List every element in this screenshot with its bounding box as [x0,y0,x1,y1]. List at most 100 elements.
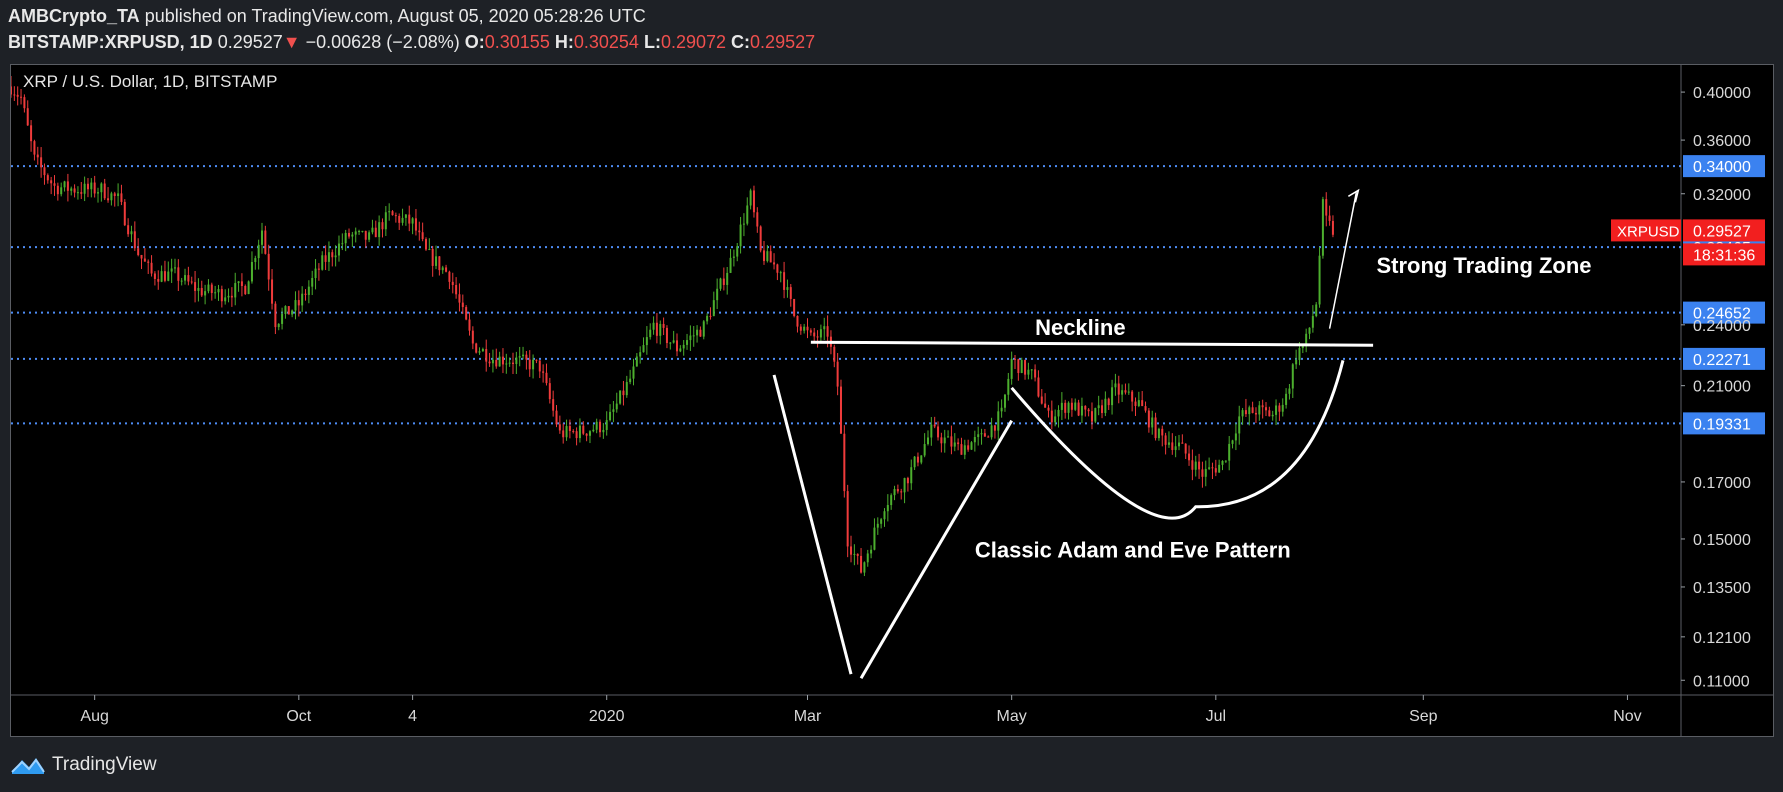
candle-body [776,264,779,273]
open-label: O: [464,32,485,52]
candle-body [1315,304,1318,317]
candle-body [287,306,290,315]
candle-body [602,429,605,433]
brand-label[interactable]: TradingView [52,754,157,775]
candle-body [883,511,886,520]
breakout-arrow-head [1347,188,1360,203]
candle-body [799,326,802,331]
candle-body [689,335,692,341]
candle-body [73,188,76,193]
candle-body [120,193,123,202]
level-label-bg [1683,347,1765,370]
high-label: H: [554,32,574,52]
down-arrow-icon: ▼ [282,32,301,52]
candle-body [368,232,371,240]
candle-body [304,293,307,295]
candle-body [1211,467,1214,469]
high-value: 0.30254 [573,32,639,52]
countdown-label: 18:31:36 [1693,247,1755,264]
candle-body [56,185,59,195]
last-price: 0.29527 [217,32,283,52]
candle-body [1157,428,1160,439]
candle-body [197,288,200,291]
candle-body [870,549,873,554]
candle-body [76,192,79,194]
candle-body [615,403,618,410]
candle-body [1037,377,1040,397]
candle-body [555,410,558,425]
candle-body [953,442,956,447]
candle-body [501,356,504,365]
author-name[interactable]: AMBCrypto_TA [8,6,140,26]
candle-body [100,183,103,193]
candle-body [635,356,638,367]
candle-body [281,313,284,324]
candle-body [1221,460,1224,465]
candle-body [424,239,427,250]
candle-body [334,255,337,258]
candle-body [813,332,816,337]
candle-body [937,426,940,438]
chart-frame[interactable]: Neckline Classic Adam and Eve Pattern Stro… [10,64,1774,737]
candle-body [1234,433,1237,441]
candle-body [1003,394,1006,408]
candle-body [421,232,424,240]
candle-body [177,267,180,281]
candle-body [388,211,391,213]
candle-body [1074,402,1077,410]
candle-body [485,349,488,362]
pattern-label: Classic Adam and Eve Pattern [975,538,1291,563]
candle-body [1024,360,1027,375]
candle-body [230,295,233,298]
time-axis[interactable]: Aug Oct 4 2020 Mar May Jul Sep Nov [80,695,1642,725]
candle-body [649,329,652,338]
candle-body [1224,460,1227,462]
candle-body [160,271,163,282]
candle-body [766,251,769,262]
candle-body [127,225,130,235]
candle-body [729,257,732,273]
candle-body [1241,410,1244,417]
candle-body [1034,369,1037,378]
candle-body [619,390,622,404]
candle-body [1084,405,1087,410]
candle-body [234,283,237,298]
candle-body [86,183,89,190]
candles [11,76,1334,577]
candle-body [873,527,876,550]
candle-body [548,383,551,400]
y-tick-label: 0.13500 [1693,580,1751,597]
candle-body [30,125,33,142]
candle-body [739,224,742,247]
candle-body [438,256,441,271]
candle-body [1298,348,1301,360]
candle-body [528,359,531,370]
candle-body [853,553,856,555]
price-chart[interactable]: Neckline Classic Adam and Eve Pattern Stro… [11,65,1773,736]
candle-body [876,523,879,528]
candle-body [655,322,658,336]
candle-body [997,411,1000,431]
candle-body [495,359,498,367]
tradingview-logo-icon[interactable] [10,754,46,776]
candle-body [980,433,983,435]
candle-body [157,278,160,282]
candle-body [441,267,444,271]
candle-body [860,555,863,573]
candle-body [404,214,407,218]
candle-body [1228,443,1231,461]
candle-body [933,424,936,427]
candle-body [46,175,49,181]
candle-body [274,303,277,328]
candle-body [358,231,361,233]
candle-body [458,294,461,303]
candle-body [26,108,29,126]
x-tick-label: Nov [1613,708,1641,725]
x-tick-label: 2020 [589,708,625,725]
candle-body [167,271,170,281]
price-axis[interactable]: 0.340000.284650.246520.222710.193310.400… [1611,85,1765,690]
candle-body [1020,360,1023,374]
horizontal-levels [11,165,1681,425]
level-label: 0.24652 [1693,306,1751,323]
x-tick-label: 4 [408,708,417,725]
